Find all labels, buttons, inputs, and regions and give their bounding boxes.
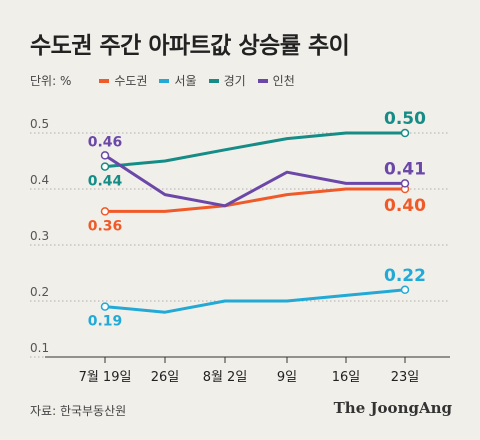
data-point-marker — [100, 207, 110, 216]
legend-swatch — [257, 78, 268, 83]
data-value-label: 0.19 — [88, 314, 123, 330]
y-tick-label: 0.3 — [30, 229, 49, 243]
data-value-label: 0.44 — [88, 174, 123, 190]
data-value-label: 0.46 — [88, 134, 123, 150]
y-tick-label: 0.5 — [30, 117, 49, 131]
x-tick-label: 16일 — [332, 370, 361, 385]
data-point-marker — [400, 128, 410, 138]
legend-swatch — [159, 78, 170, 83]
series-line — [103, 131, 407, 169]
x-tick-label: 23일 — [391, 370, 420, 385]
data-point-marker — [400, 179, 410, 188]
x-tick-label: 8월 2일 — [203, 370, 248, 385]
y-tick-label: 0.4 — [30, 173, 49, 187]
data-point-marker — [400, 285, 410, 295]
legend-label: 수도권 — [114, 74, 148, 88]
legend-label: 경기 — [223, 74, 246, 88]
data-point-marker — [100, 151, 110, 160]
series-line — [103, 187, 407, 213]
unit-label: 단위: % — [30, 74, 72, 88]
legend-swatch — [208, 78, 219, 83]
series-line — [103, 288, 407, 314]
data-point-marker — [100, 162, 110, 171]
legend-label: 인천 — [272, 74, 295, 88]
legend-item-incheon: 인천 — [257, 72, 295, 89]
data-value-label: 0.36 — [88, 218, 123, 234]
chart-legend: 단위: % 수도권 서울 경기 인천 — [30, 72, 307, 89]
x-tick-label: 7월 19일 — [79, 370, 132, 385]
legend-swatch — [99, 78, 110, 83]
data-value-label: 0.50 — [384, 109, 426, 129]
legend-item-gyeonggi: 경기 — [208, 72, 246, 89]
legend-label: 서울 — [174, 74, 197, 88]
data-point-marker — [100, 302, 110, 311]
chart-title: 수도권 주간 아파트값 상승률 추이 — [30, 33, 350, 59]
source-note: 자료: 한국부동산원 — [30, 404, 127, 418]
data-value-label: 0.40 — [384, 196, 426, 216]
y-tick-label: 0.1 — [30, 341, 49, 355]
y-tick-label: 0.2 — [30, 285, 49, 299]
publisher-logo: The JoongAng — [333, 399, 452, 417]
data-value-label: 0.41 — [384, 159, 426, 179]
data-value-label: 0.22 — [384, 266, 426, 286]
legend-item-seoul: 서울 — [159, 72, 197, 89]
x-tick-label: 26일 — [151, 370, 180, 385]
x-tick-label: 9일 — [277, 370, 297, 385]
series-line — [103, 153, 407, 208]
legend-item-sudogwon: 수도권 — [99, 72, 147, 89]
